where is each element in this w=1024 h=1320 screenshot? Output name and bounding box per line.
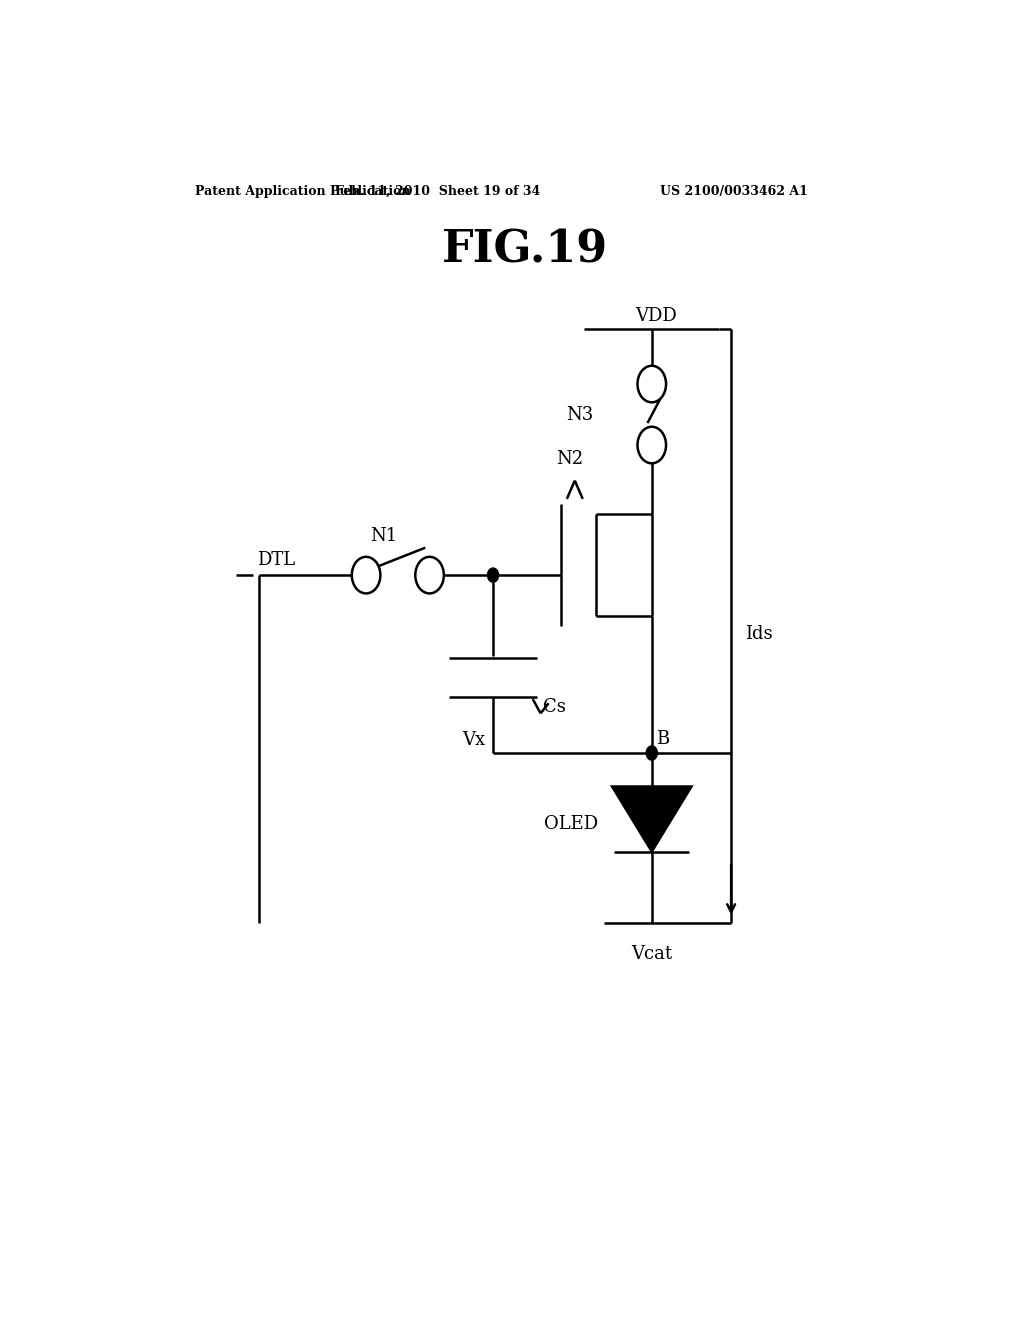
Text: US 2100/0033462 A1: US 2100/0033462 A1 [659, 185, 808, 198]
Text: B: B [655, 730, 669, 748]
Text: Ids: Ids [745, 624, 773, 643]
Text: DTL: DTL [257, 550, 296, 569]
Text: N2: N2 [557, 450, 584, 469]
Text: Cs: Cs [543, 698, 566, 717]
Circle shape [352, 557, 380, 594]
Circle shape [416, 557, 443, 594]
Circle shape [487, 568, 499, 582]
Text: N3: N3 [566, 405, 593, 424]
Text: FIG.19: FIG.19 [441, 228, 608, 272]
Text: Vx: Vx [462, 731, 485, 748]
Text: VDD: VDD [635, 308, 677, 325]
Circle shape [638, 426, 666, 463]
Polygon shape [612, 787, 691, 851]
Text: Vcat: Vcat [631, 945, 673, 964]
Circle shape [638, 366, 666, 403]
Text: N1: N1 [370, 527, 397, 545]
Text: Patent Application Publication: Patent Application Publication [196, 185, 411, 198]
Text: Feb. 11, 2010  Sheet 19 of 34: Feb. 11, 2010 Sheet 19 of 34 [335, 185, 540, 198]
Text: OLED: OLED [544, 816, 598, 833]
Circle shape [646, 746, 657, 760]
